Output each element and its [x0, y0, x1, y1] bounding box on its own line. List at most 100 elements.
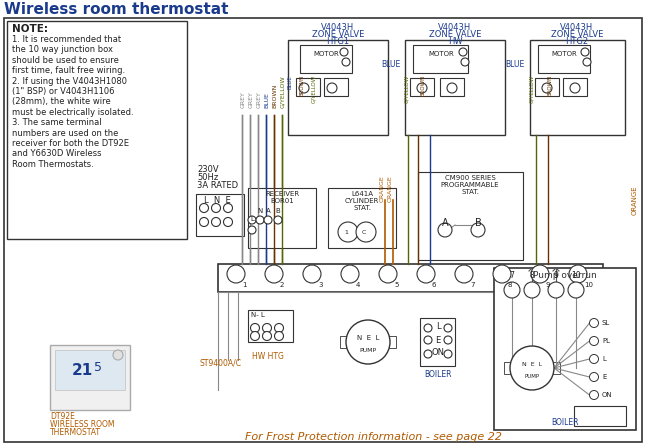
Text: E: E	[435, 336, 441, 345]
Text: G/YELLOW: G/YELLOW	[281, 76, 286, 108]
Text: Pump overrun: Pump overrun	[533, 271, 597, 280]
Circle shape	[461, 58, 469, 66]
Circle shape	[424, 336, 432, 344]
Text: ORANGE: ORANGE	[388, 175, 393, 202]
Circle shape	[224, 203, 232, 212]
Text: 230V: 230V	[197, 165, 219, 174]
Text: SL: SL	[602, 320, 610, 326]
Circle shape	[264, 216, 272, 224]
Text: ON: ON	[602, 392, 613, 398]
Text: BROWN: BROWN	[272, 84, 277, 108]
Text: 8: 8	[508, 282, 513, 288]
Text: ZONE VALVE: ZONE VALVE	[429, 30, 481, 39]
Circle shape	[548, 282, 564, 298]
Bar	[196, 194, 244, 236]
Text: Wireless room thermostat: Wireless room thermostat	[4, 2, 228, 17]
Text: ST9400A/C: ST9400A/C	[200, 358, 242, 367]
Circle shape	[356, 222, 376, 242]
Bar	[388, 336, 396, 348]
Circle shape	[274, 216, 282, 224]
Circle shape	[438, 223, 452, 237]
Text: G/YELLOW: G/YELLOW	[404, 75, 410, 103]
Bar	[7, 21, 187, 239]
Text: ORANGE: ORANGE	[632, 185, 638, 215]
Text: GREY: GREY	[257, 91, 261, 108]
Text: C: C	[362, 229, 366, 235]
Text: DT92E: DT92E	[50, 412, 75, 421]
Bar	[413, 45, 468, 73]
Text: L: L	[250, 216, 254, 222]
Text: MOTOR: MOTOR	[313, 51, 339, 57]
Bar	[494, 268, 636, 430]
Circle shape	[581, 48, 589, 56]
Text: BLUE: BLUE	[381, 60, 400, 69]
Text: PUMP: PUMP	[359, 347, 377, 353]
Text: 1: 1	[242, 282, 246, 288]
Circle shape	[327, 83, 337, 93]
Text: B: B	[475, 218, 481, 228]
Circle shape	[275, 324, 284, 333]
Text: 6: 6	[432, 282, 437, 288]
Circle shape	[263, 324, 272, 333]
Text: N: N	[257, 208, 263, 214]
Circle shape	[199, 218, 208, 227]
Circle shape	[275, 332, 284, 341]
Text: 8: 8	[530, 271, 534, 280]
Circle shape	[569, 265, 587, 283]
Text: BLUE: BLUE	[288, 75, 292, 89]
Circle shape	[459, 48, 467, 56]
Text: N  E  L: N E L	[522, 362, 542, 367]
Text: L  N  E: L N E	[204, 196, 231, 205]
Circle shape	[568, 282, 584, 298]
Text: ORANGE: ORANGE	[379, 175, 384, 202]
Text: V4043H: V4043H	[439, 23, 471, 32]
Circle shape	[590, 391, 599, 400]
Text: NOTE:: NOTE:	[12, 24, 48, 34]
Bar	[538, 45, 590, 73]
Text: BROWN: BROWN	[421, 75, 426, 96]
Circle shape	[471, 223, 485, 237]
Bar	[55, 350, 125, 390]
Bar	[563, 78, 587, 96]
Circle shape	[570, 83, 580, 93]
Circle shape	[444, 336, 452, 344]
Text: PUMP: PUMP	[524, 374, 540, 379]
Text: V4043H: V4043H	[561, 23, 593, 32]
Text: BOILER: BOILER	[424, 370, 452, 379]
Circle shape	[379, 265, 397, 283]
Circle shape	[424, 324, 432, 332]
Text: 10: 10	[571, 271, 580, 280]
Text: 10: 10	[584, 282, 593, 288]
Circle shape	[199, 203, 208, 212]
Circle shape	[340, 48, 348, 56]
Circle shape	[590, 337, 599, 346]
Text: 9: 9	[546, 282, 550, 288]
Circle shape	[250, 332, 259, 341]
Circle shape	[444, 324, 452, 332]
Text: 3: 3	[318, 282, 322, 288]
Text: B: B	[275, 208, 281, 214]
Text: HTG1: HTG1	[326, 37, 350, 46]
Text: E: E	[602, 374, 606, 380]
Text: BOILER: BOILER	[551, 418, 579, 427]
Circle shape	[493, 265, 511, 283]
Bar	[218, 264, 603, 292]
Bar	[405, 40, 505, 135]
Circle shape	[227, 265, 245, 283]
Text: BLUE: BLUE	[264, 92, 270, 108]
Circle shape	[531, 265, 549, 283]
Circle shape	[444, 350, 452, 358]
Circle shape	[338, 222, 358, 242]
Circle shape	[346, 320, 390, 364]
Text: GREY: GREY	[248, 91, 253, 108]
Text: N- L: N- L	[251, 312, 265, 318]
Text: BROWN: BROWN	[548, 75, 553, 96]
Text: MOTOR: MOTOR	[428, 51, 454, 57]
Text: ON: ON	[432, 348, 444, 357]
Text: L: L	[602, 356, 606, 362]
Circle shape	[224, 218, 232, 227]
Text: A: A	[442, 218, 448, 228]
Bar	[340, 336, 348, 348]
Bar	[418, 172, 523, 260]
Text: 3A RATED: 3A RATED	[197, 181, 238, 190]
